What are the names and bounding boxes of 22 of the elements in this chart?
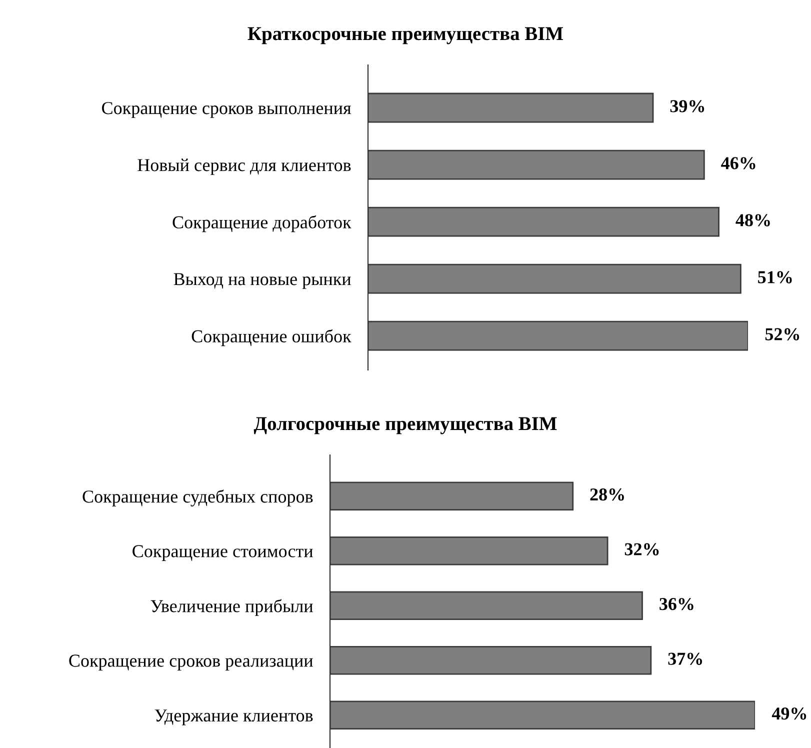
y-tick-label: Новый сервис для клиентов	[138, 158, 351, 175]
data-label: 51%	[758, 271, 792, 284]
data-label: 46%	[721, 157, 756, 170]
y-tick-label: Выход на новые рынки	[174, 273, 351, 289]
data-label: 37%	[668, 652, 702, 665]
data-label: 49%	[772, 707, 806, 720]
y-tick-label: Удержание клиентов	[154, 710, 313, 726]
y-tick-label: Сокращение сроков выполнения	[102, 102, 351, 118]
data-label: 32%	[624, 543, 659, 556]
y-tick-label: Сокращение сроков реализации	[69, 654, 313, 670]
data-label: 48%	[736, 214, 770, 226]
y-tick-label: Сокращение судебных споров	[82, 490, 313, 506]
data-label: 28%	[590, 488, 624, 501]
y-tick-label: Сокращение ошибок	[192, 329, 352, 346]
y-tick-label: Сокращение стоимости	[132, 545, 313, 561]
data-label: 36%	[660, 598, 694, 610]
chart-title: Долгосрочные преимущества BIM	[254, 417, 557, 434]
y-tick-label: Сокращение доработок	[172, 215, 352, 232]
y-tick-label: Увеличение прибыли	[150, 599, 313, 616]
data-label: 39%	[670, 100, 704, 112]
data-label: 52%	[765, 328, 800, 340]
chart-title: Краткосрочные преимущества BIM	[248, 27, 563, 44]
